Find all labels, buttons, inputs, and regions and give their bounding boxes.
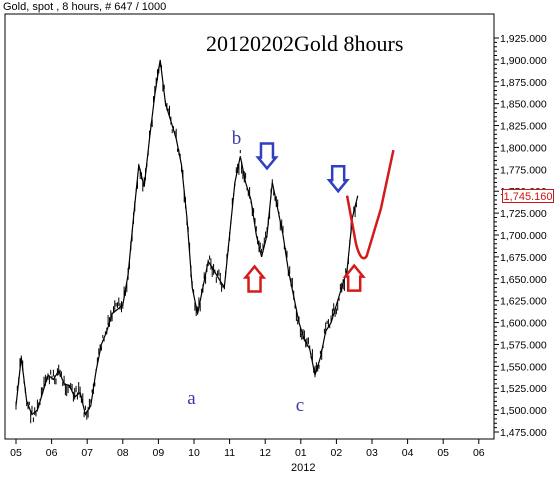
y-tick-label: 1,725.000	[500, 208, 547, 220]
projection-line	[345, 149, 395, 260]
y-tick-label: 1,925.000	[500, 33, 547, 45]
x-tick-label: 08	[117, 447, 129, 459]
y-tick-label: 1,475.000	[500, 427, 547, 439]
chart-title: 20120202Gold 8hours	[206, 31, 404, 56]
x-tick-label: 12	[259, 447, 271, 459]
x-tick-label: 02	[331, 447, 343, 459]
y-tick-label: 1,600.000	[500, 318, 547, 330]
y-tick-label: 1,625.000	[500, 296, 547, 308]
x-tick-label: 10	[188, 447, 200, 459]
x-axis-year-label: 2012	[291, 462, 316, 474]
wave-label-c: c	[295, 395, 305, 417]
price-bars	[15, 62, 357, 424]
x-tick-label: 07	[81, 447, 93, 459]
y-tick-label: 1,800.000	[500, 142, 547, 154]
down-arrow-icon	[326, 164, 350, 194]
plot-border	[4, 13, 495, 440]
x-tick-label: 05	[10, 447, 22, 459]
y-tick-label: 1,700.000	[500, 230, 547, 242]
x-tick-label: 01	[295, 447, 307, 459]
y-tick-label: 1,575.000	[500, 339, 547, 351]
price-series	[15, 59, 359, 424]
y-tick-label: 1,525.000	[500, 383, 547, 395]
y-tick-label: 1,825.000	[500, 121, 547, 133]
x-tick-label: 11	[224, 447, 235, 459]
plot-frame	[4, 13, 495, 440]
up-arrow-icon	[342, 263, 366, 292]
last-price-marker: 1,745.160	[502, 189, 554, 203]
y-tick-label: 1,550.000	[500, 361, 547, 373]
y-tick-label: 1,875.000	[500, 77, 547, 89]
up-arrow-icon	[242, 264, 267, 293]
x-tick-label: 06	[46, 447, 58, 459]
y-tick-label: 1,675.000	[500, 252, 547, 264]
x-tick-label: 05	[437, 447, 449, 459]
wave-label-b: b	[231, 128, 242, 150]
price-line	[15, 59, 359, 417]
x-tick-label: 03	[366, 447, 378, 459]
down-arrow-icon	[255, 142, 279, 171]
y-tick-label: 1,650.000	[500, 274, 547, 286]
x-tick-label: 09	[153, 447, 165, 459]
y-tick-label: 1,500.000	[500, 405, 547, 417]
y-tick-label: 1,850.000	[500, 99, 547, 111]
x-axis: 05 06 07 08 09 10 11 12 01 02 03 04 05 06	[10, 439, 485, 459]
y-axis: 1,475.000 1,500.000 1,525.000 1,550.000 1,57…	[494, 33, 547, 439]
y-tick-label: 1,775.000	[500, 164, 547, 176]
wave-label-a: a	[187, 387, 196, 409]
projection-curve	[345, 149, 395, 260]
annotation-arrows	[242, 142, 366, 293]
chart-header: Gold, spot , 8 hours, # 647 / 1000	[3, 1, 167, 13]
x-tick-label: 06	[473, 447, 485, 459]
y-tick-label: 1,900.000	[500, 55, 547, 67]
x-tick-label: 04	[402, 447, 414, 459]
